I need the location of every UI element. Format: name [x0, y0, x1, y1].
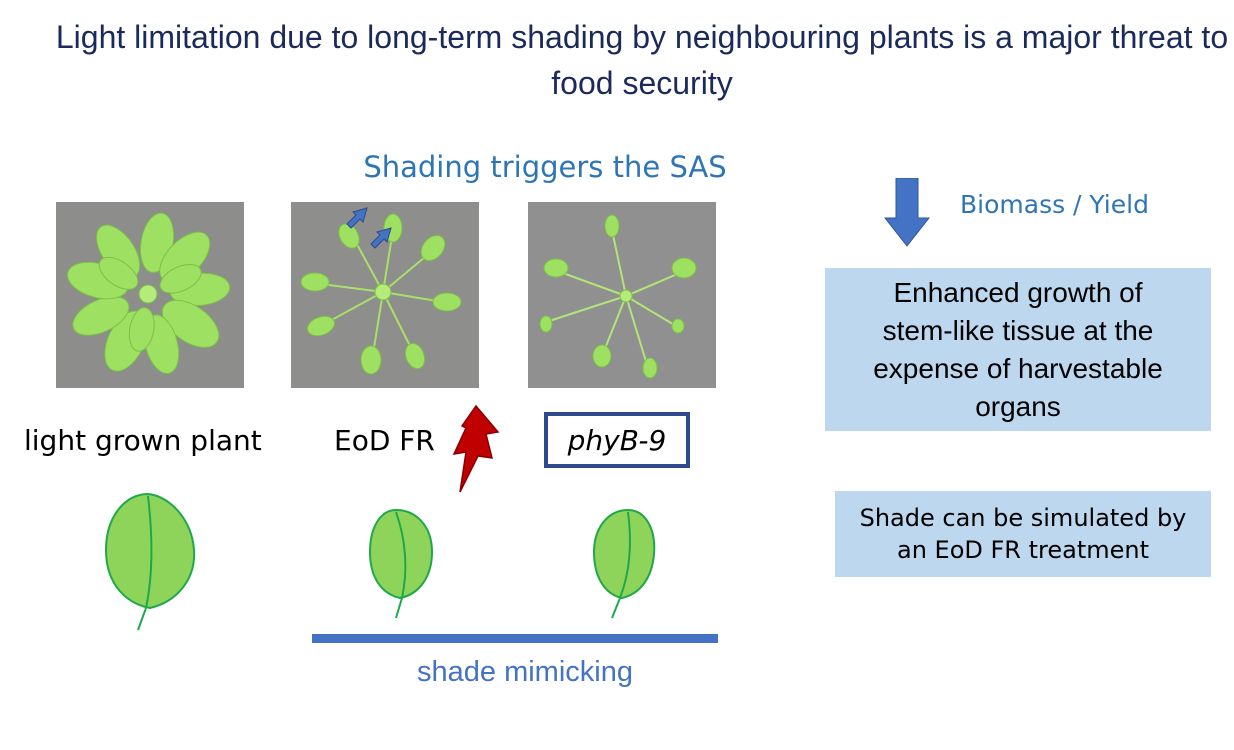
biomass-yield-label: Biomass / Yield	[960, 190, 1149, 219]
effect-text: Enhanced growth of stem-like tissue at t…	[873, 276, 1163, 422]
label-eod-fr: EoD FR	[334, 424, 435, 457]
rosette-photo-phyb-9	[528, 202, 716, 388]
shade-mimicking-label: shade mimicking	[417, 656, 633, 688]
subtitle: Shading triggers the SAS	[363, 150, 727, 184]
leaf-icon-phyb-9	[592, 508, 656, 619]
phyb-9-text: phyB-9	[567, 423, 667, 457]
rosette-photo-eod-fr	[291, 202, 479, 388]
label-phyb-9: phyB-9	[544, 412, 690, 468]
lightning-icon	[452, 404, 500, 493]
leaf-icon-eod-fr	[368, 508, 434, 619]
effect-box: Enhanced growth of stem-like tissue at t…	[825, 268, 1211, 431]
leaf-icon-light-grown	[104, 492, 196, 631]
shade-note-box: Shade can be simulated by an EoD FR trea…	[835, 491, 1211, 577]
label-light-grown-plant: light grown plant	[24, 424, 262, 457]
down-arrow-icon	[884, 178, 930, 247]
slide-title: Light limitation due to long-term shadin…	[55, 19, 1229, 101]
rosette-photo-light-grown	[56, 202, 244, 388]
shade-note-text: Shade can be simulated by an EoD FR trea…	[859, 504, 1187, 564]
arrow-icons	[346, 207, 392, 249]
shade-mimicking-bar	[312, 634, 718, 643]
